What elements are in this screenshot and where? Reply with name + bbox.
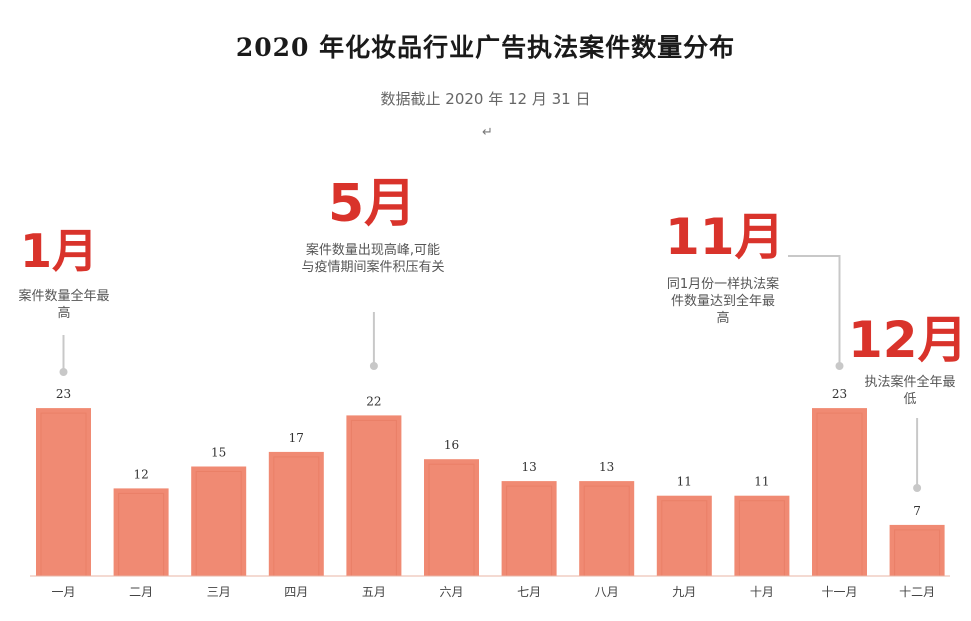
data-label-2: 12 (133, 467, 148, 481)
bar-7 (501, 481, 557, 576)
annotation-may-text: 案件数量出现高峰,可能与疫情期间案件积压有关 (301, 243, 445, 275)
bar-6 (424, 459, 479, 576)
bar-8 (579, 481, 635, 576)
bar-2 (113, 488, 169, 576)
data-label-1: 23 (56, 387, 71, 401)
annotation-nov-text: 同1月份一样执法案件数量达到全年最高 (666, 277, 780, 326)
bar-3 (191, 466, 247, 576)
data-label-4: 17 (289, 431, 304, 445)
data-label-10: 11 (754, 475, 769, 489)
annotation-jan-text: 案件数量全年最高 (18, 289, 110, 321)
data-label-11: 23 (832, 387, 847, 401)
data-label-7: 13 (521, 460, 536, 474)
chart-title: 2020 年化妆品行业广告执法案件数量分布 (235, 33, 736, 62)
category-label-11: 十一月 (821, 585, 857, 599)
connector-jan-dot (59, 368, 68, 376)
connector-may-dot (369, 362, 378, 370)
category-label-12: 十二月 (899, 585, 935, 599)
category-label-9: 九月 (672, 585, 696, 599)
bar-5 (346, 415, 402, 576)
connector-nov (788, 255, 841, 366)
return-mark-icon: ↵ (482, 125, 493, 140)
data-label-12: 7 (913, 504, 921, 518)
category-label-10: 十月 (750, 585, 774, 599)
category-label-1: 一月 (51, 585, 75, 599)
annotation-dec-text: 执法案件全年最低 (864, 375, 956, 407)
bar-1 (36, 408, 91, 576)
category-label-6: 六月 (439, 585, 463, 599)
annotation-dec-big: 12月 (848, 311, 968, 369)
data-label-5: 22 (366, 394, 381, 408)
chart-subtitle: 数据截止 2020 年 12 月 31 日 (380, 90, 591, 108)
bar-9 (656, 495, 712, 576)
data-label-8: 13 (599, 460, 614, 474)
category-label-5: 五月 (362, 585, 386, 599)
annotation-may-big: 5月 (328, 174, 417, 234)
category-label-2: 二月 (129, 585, 153, 599)
data-label-3: 15 (211, 446, 226, 460)
category-label-8: 八月 (595, 585, 619, 599)
data-label-6: 16 (444, 438, 459, 452)
bar-10 (734, 495, 790, 576)
category-label-4: 四月 (284, 585, 308, 599)
category-label-3: 三月 (207, 585, 231, 599)
data-label-9: 11 (677, 475, 692, 489)
annotation-nov-big: 11月 (665, 208, 785, 266)
bar-12 (889, 524, 945, 576)
connector-nov-dot (835, 362, 844, 370)
annotation-jan-big: 1月 (20, 224, 99, 278)
bar-4 (268, 451, 324, 576)
category-label-7: 七月 (517, 585, 541, 599)
connector-dec-dot (913, 484, 922, 492)
bar-11 (812, 408, 867, 576)
